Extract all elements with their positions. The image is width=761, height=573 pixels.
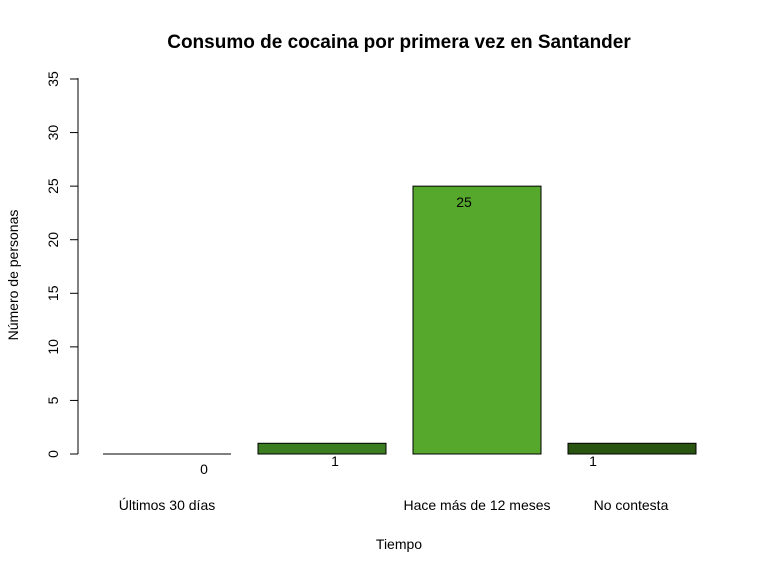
y-tick-label: 30 [45,125,61,141]
y-tick-label: 15 [45,285,61,301]
chart-title: Consumo de cocaina por primera vez en Sa… [167,32,631,53]
y-tick-label: 0 [45,450,61,458]
category-labels-group: Últimos 30 días Hace más de 12 meses No co… [119,497,669,513]
y-tick-label: 35 [45,71,61,87]
value-labels-group: 0 1 25 1 [200,194,597,477]
data-label: 25 [456,194,472,210]
y-tick-label: 10 [45,339,61,355]
y-axis-ticks: 0 5 10 15 20 25 30 35 [45,71,78,458]
x-tick-label: Últimos 30 días [119,497,215,513]
x-axis-label: Tiempo [376,536,422,552]
x-tick-label: Hace más de 12 meses [403,497,550,513]
data-label: 1 [331,453,339,469]
bar [257,442,387,455]
data-label: 1 [589,453,597,469]
y-tick-label: 25 [45,178,61,194]
data-label: 0 [200,461,208,477]
y-tick-label: 20 [45,232,61,248]
bar [412,185,542,455]
y-tick-label: 5 [45,396,61,404]
x-tick-label: No contesta [594,497,669,513]
bars-group [103,185,697,455]
y-axis-label: Número de personas [5,210,21,341]
bar [567,442,697,455]
